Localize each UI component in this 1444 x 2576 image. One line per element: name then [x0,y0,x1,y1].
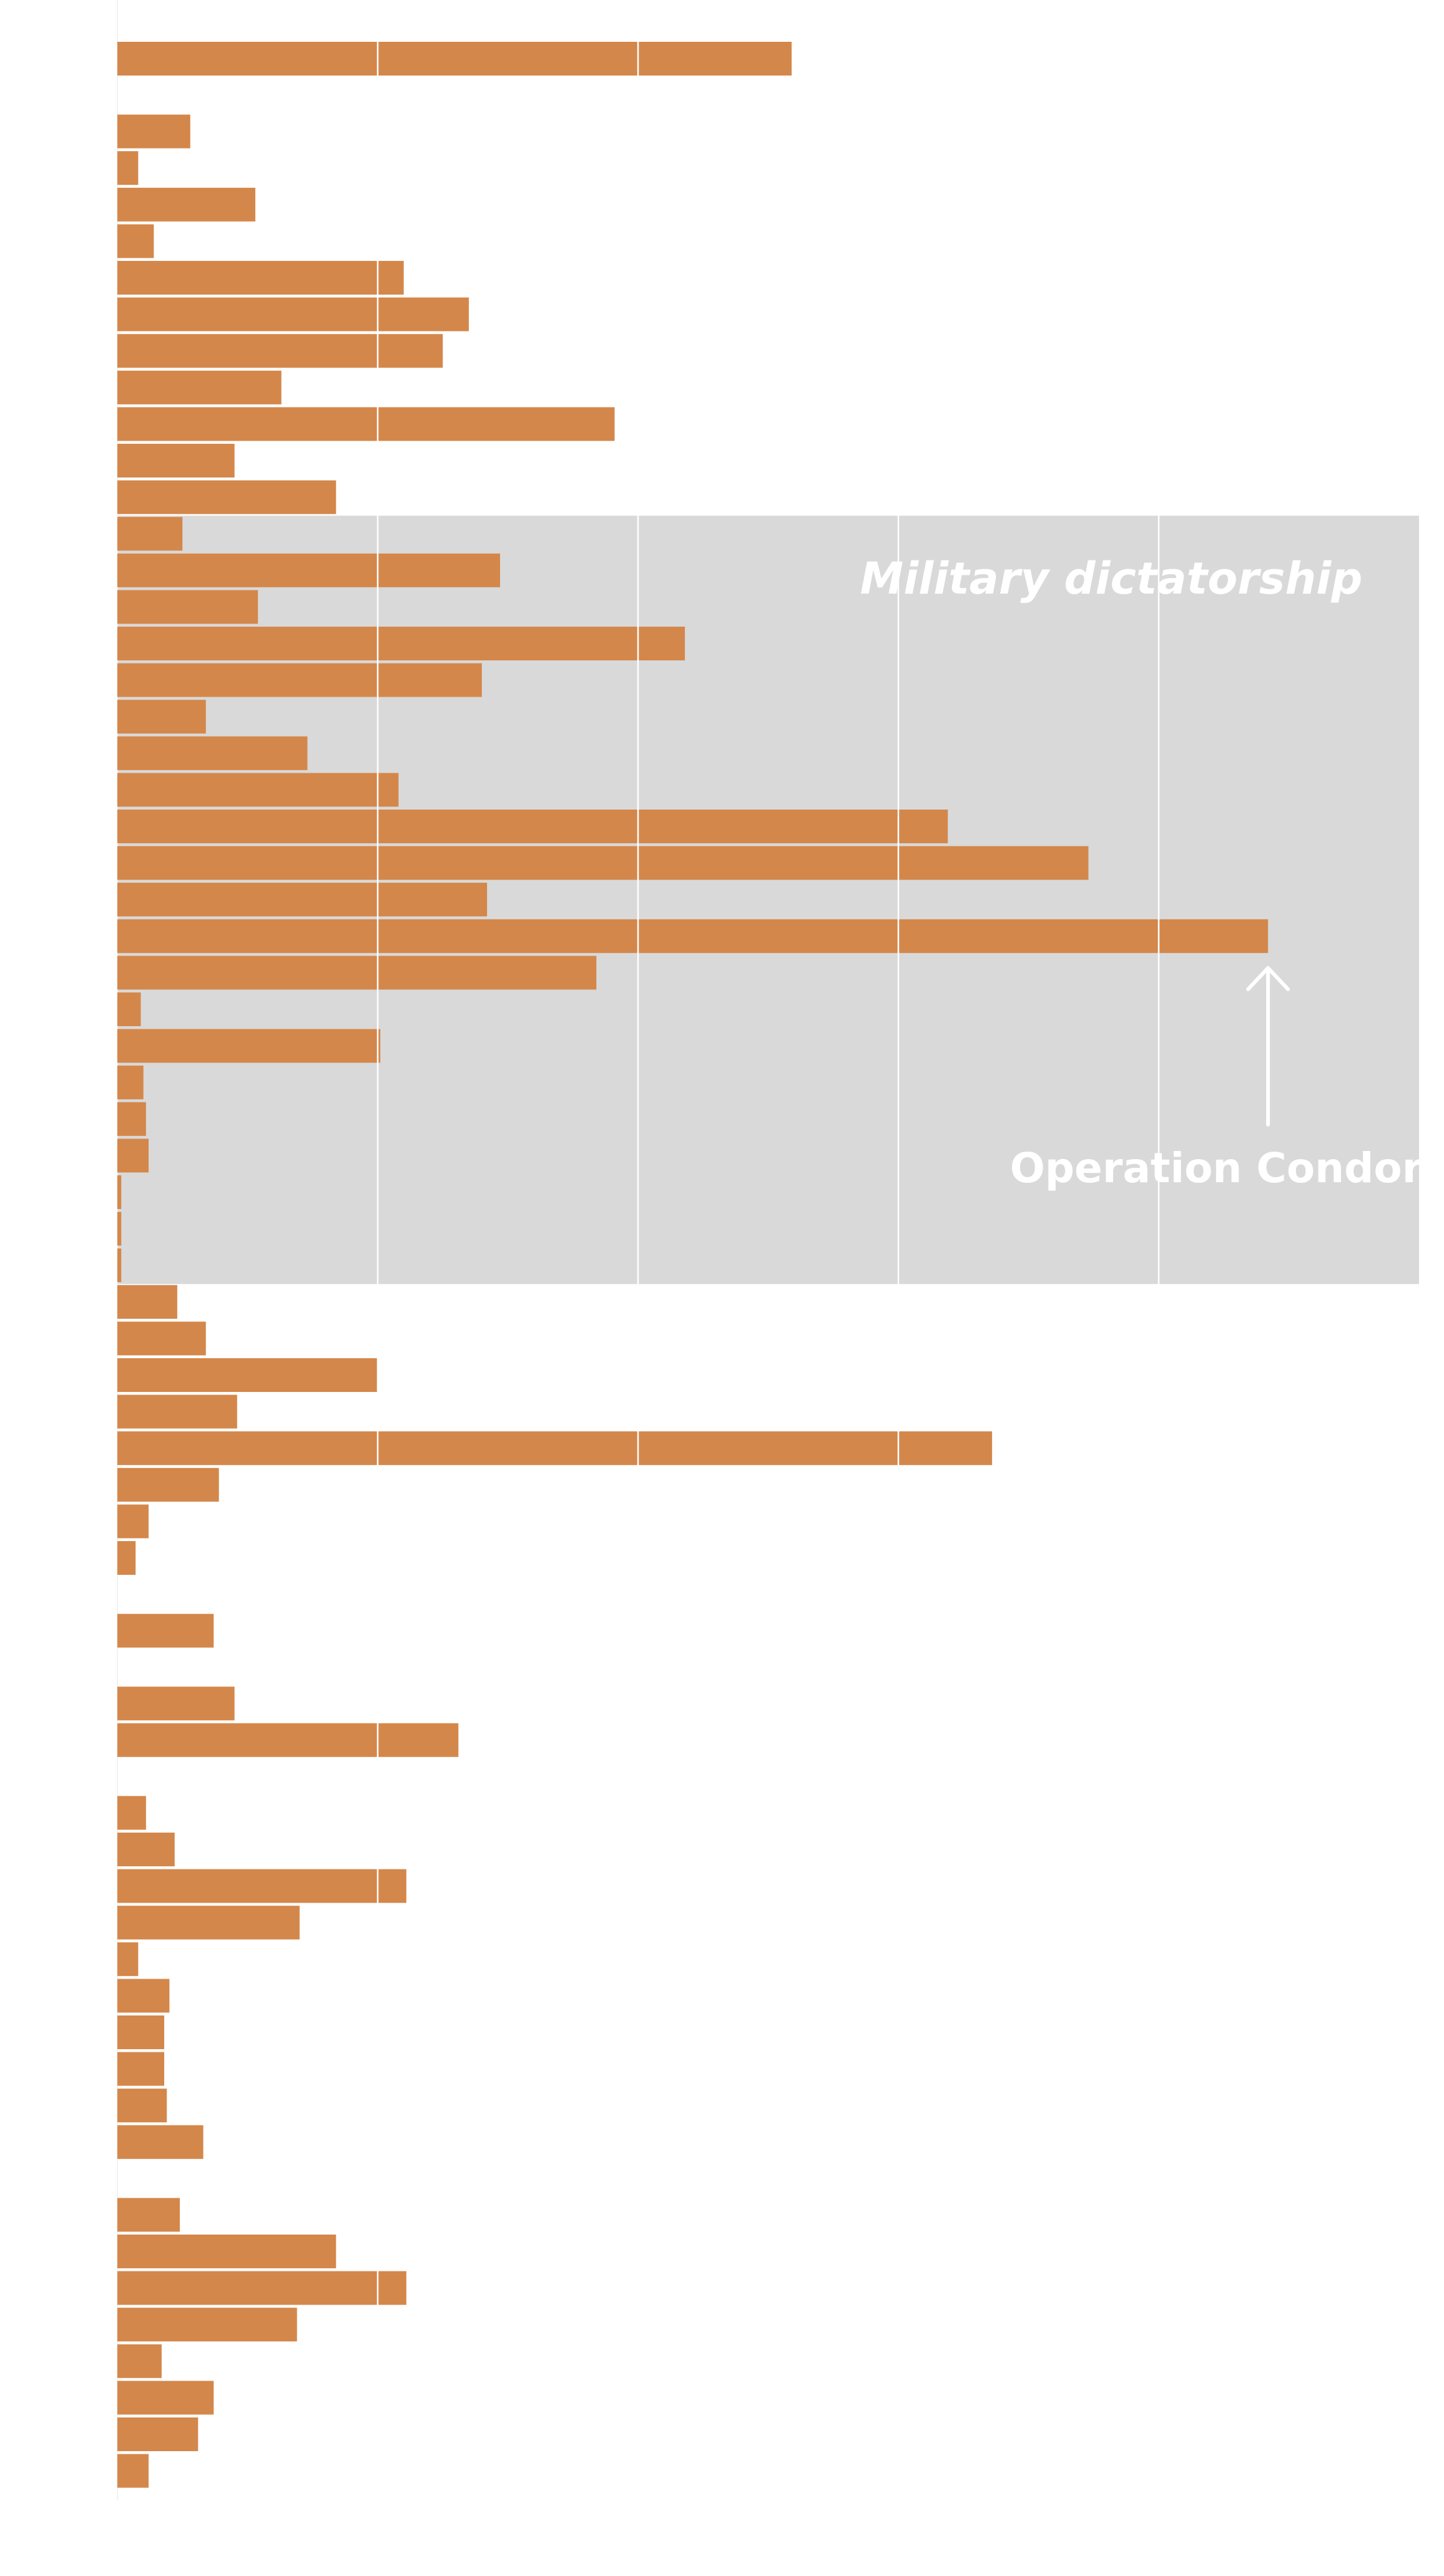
bar [117,1394,237,1429]
bar [117,2344,162,2378]
bar [117,1942,139,1976]
bar [117,444,235,477]
bar [117,1541,136,1575]
bar [117,992,141,1026]
annotation-arrow-head [1246,966,1290,991]
bar [117,42,792,76]
bar [117,1723,459,1757]
bar [117,1906,300,1940]
bar [117,1687,235,1721]
bar [117,1175,122,1209]
bar [117,2308,297,2342]
annotation-label: Operation Condor [1010,1144,1423,1192]
bar [117,1212,122,1246]
bar [117,736,308,770]
bar [117,151,139,185]
bars-group [117,42,1269,2488]
bar [117,1285,177,1319]
bar [117,1029,381,1063]
bar [117,407,615,441]
bar [117,1467,219,1502]
bar [117,2454,149,2488]
bar [117,1139,149,1173]
bar [117,1979,170,2013]
bar [117,919,1269,953]
bar [117,1248,122,1283]
bar [117,2271,406,2305]
bar [117,1065,144,1100]
bar [117,2235,336,2268]
bar [117,627,685,660]
bar [117,590,258,624]
bar [117,2198,180,2232]
bar [117,883,488,917]
gridlines-group [376,0,1160,2488]
bar [117,810,948,843]
bar [117,2417,199,2451]
bar [117,224,154,258]
bar [117,553,500,587]
bar [117,1321,206,1356]
bar [117,1431,993,1466]
bar [117,663,482,697]
bar [117,1358,378,1392]
bar [117,2089,167,2123]
bar [117,1869,406,1903]
bar [117,1504,149,1539]
bar [117,1102,146,1136]
bar [117,2125,204,2159]
bar [117,517,183,551]
bar [117,956,597,990]
bar [117,480,336,514]
bar [117,261,404,295]
bar [117,2052,165,2086]
bar [117,846,1089,880]
bar [117,1833,175,1866]
bar [117,773,399,807]
bar [117,2381,214,2415]
bar [117,370,282,404]
bar [117,114,190,149]
bar [117,187,256,222]
band-label: Military dictatorship [860,553,1363,604]
bar [117,2015,165,2049]
bar [117,1796,146,1830]
bar [117,1614,214,1648]
bar [117,297,469,331]
bar [117,700,206,734]
bar [117,334,443,368]
